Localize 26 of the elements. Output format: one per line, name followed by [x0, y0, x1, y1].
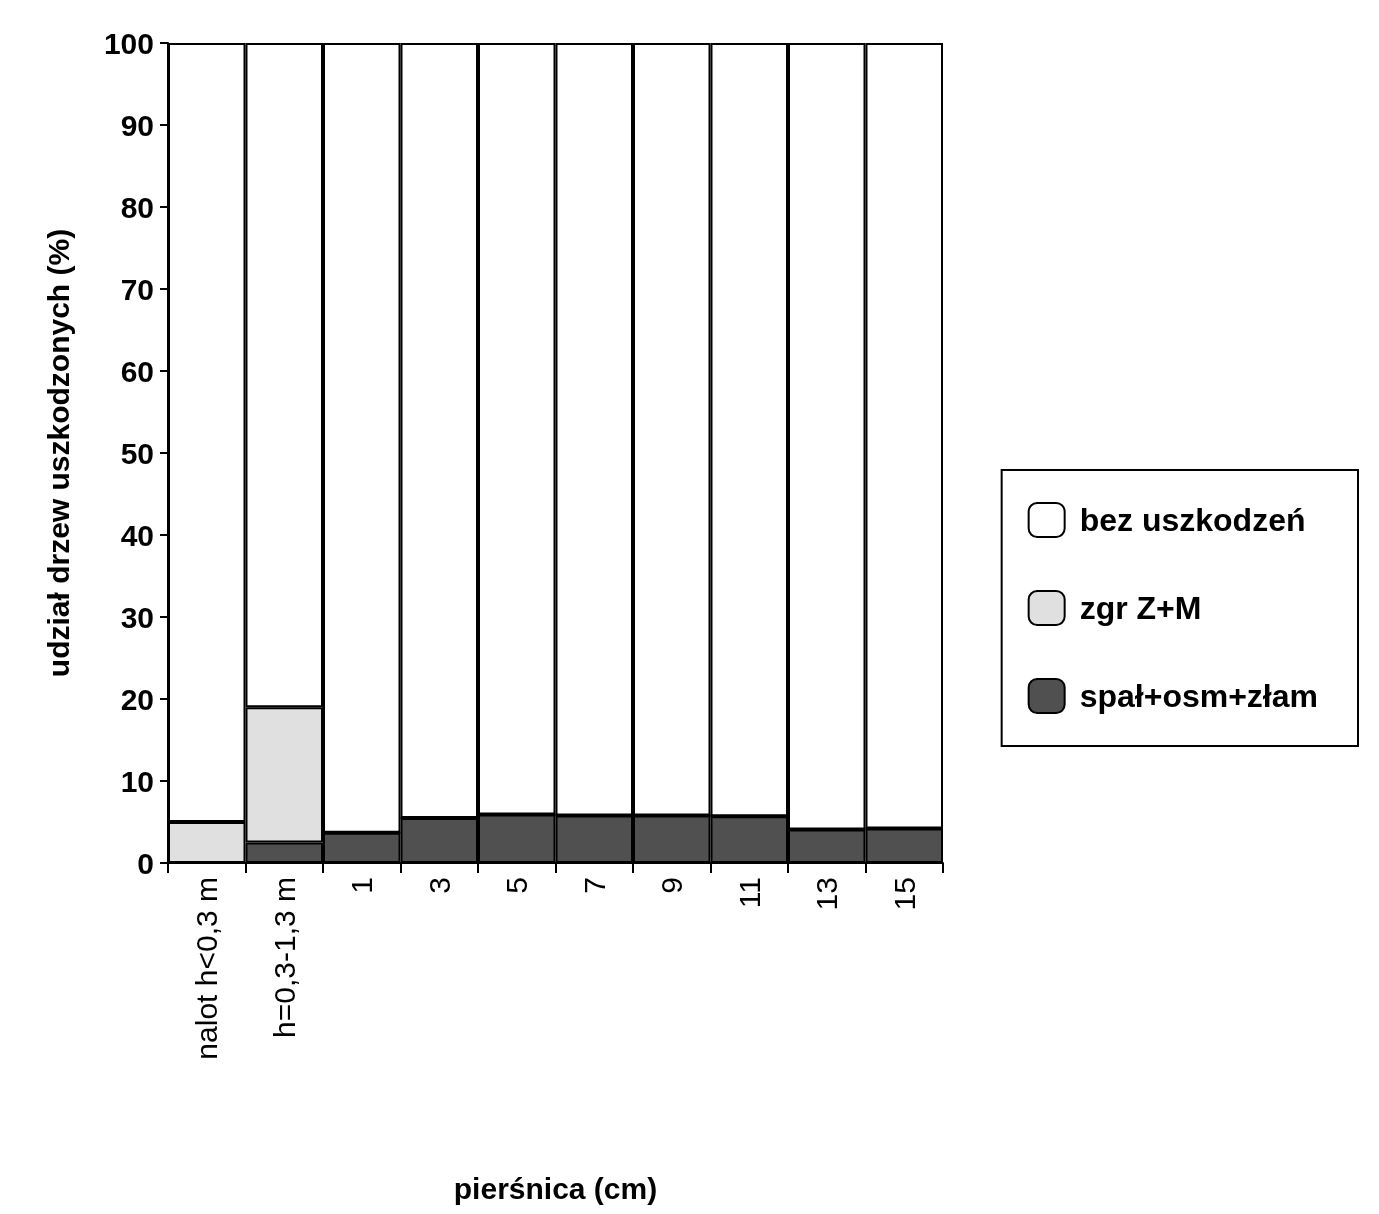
y-tick-label: 30: [120, 600, 154, 634]
y-axis-title: udział drzew uszkodzonych (%): [41, 228, 75, 678]
y-tick-label: 100: [103, 26, 154, 60]
y-tick-label: 0: [137, 846, 154, 880]
y-tick-label: 10: [120, 764, 154, 798]
y-tick-label: 70: [120, 272, 154, 306]
x-tick-label: 7: [577, 877, 611, 894]
x-tick-label: 15: [887, 877, 921, 911]
x-tick-label: 5: [500, 877, 534, 894]
x-axis-title: pierśnica (cm): [453, 1171, 658, 1205]
x-tick-label: 11: [732, 877, 766, 909]
x-tick-label: 1: [345, 877, 379, 894]
x-tick-label: 3: [422, 877, 456, 894]
y-tick-label: 50: [120, 436, 154, 470]
x-tick-label: nalot h<0,3 m: [190, 877, 224, 1060]
legend-label: zgr Z+M: [1079, 590, 1202, 626]
x-tick-label: 13: [810, 877, 844, 911]
x-tick-label: 9: [655, 877, 689, 894]
y-tick-label: 60: [120, 354, 154, 388]
x-tick-label: h=0,3-1,3 m: [267, 877, 301, 1038]
y-tick-label: 80: [120, 190, 154, 224]
y-tick-label: 90: [120, 108, 154, 142]
y-tick-label: 20: [120, 682, 154, 716]
legend-label: spał+osm+złam: [1079, 678, 1318, 714]
y-tick-label: 40: [120, 518, 154, 552]
legend-label: bez uszkodzeń: [1079, 502, 1306, 538]
